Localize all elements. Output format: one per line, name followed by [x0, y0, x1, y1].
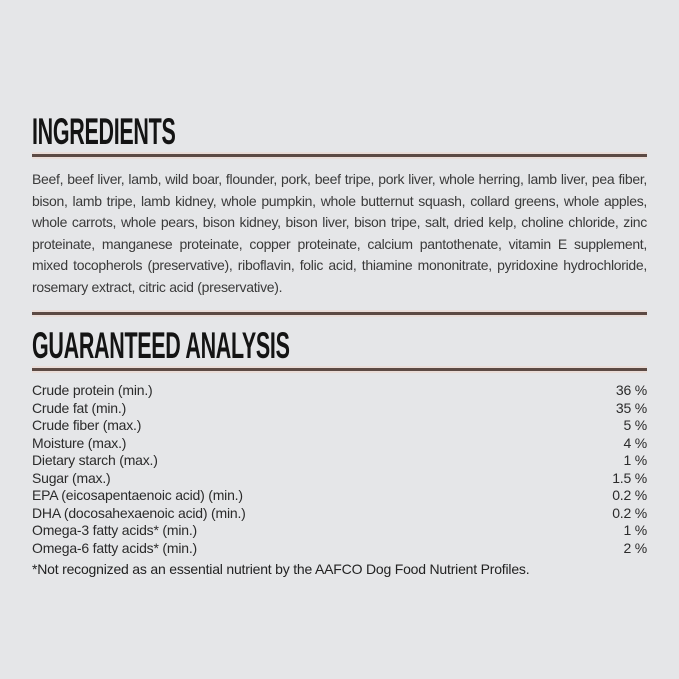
nutrient-value: 0.2 % [612, 487, 647, 503]
nutrient-label: Omega-6 fatty acids* (min.) [32, 539, 197, 556]
table-row: Omega-3 fatty acids* (min.) 1 % [32, 522, 647, 540]
table-row: Sugar (max.) 1.5 % [32, 470, 647, 488]
section-divider [32, 152, 647, 159]
nutrient-label: Omega-3 fatty acids* (min.) [32, 522, 197, 538]
table-row: EPA (eicosapentaenoic acid) (min.) 0.2 % [32, 487, 647, 505]
nutrient-value: 35 % [615, 399, 647, 416]
ingredients-heading: INGREDIENTS [32, 0, 647, 151]
aafco-footnote: *Not recognized as an essential nutrient… [32, 561, 530, 577]
guaranteed-analysis-heading-text: GUARANTEED ANALYSIS [32, 325, 290, 366]
ingredients-heading-text: INGREDIENTS [32, 111, 176, 152]
table-row: Moisture (max.) 4 % [32, 435, 647, 453]
nutrient-label: Sugar (max.) [32, 469, 111, 486]
table-row: Dietary starch (max.) 1 % [32, 452, 647, 470]
table-row: Crude protein (min.) 36 % [32, 382, 647, 400]
ingredients-paragraph: Beef, beef liver, lamb, wild boar, floun… [32, 171, 647, 295]
nutrient-label: Crude fat (min.) [32, 399, 127, 416]
nutrient-label: Dietary starch (max.) [32, 452, 158, 468]
nutrient-value: 1 % [623, 522, 647, 538]
nutrient-label: Moisture (max.) [32, 434, 127, 451]
section-divider [32, 366, 647, 373]
nutrient-label: Crude fiber (max.) [32, 417, 142, 433]
nutrient-value: 2 % [623, 539, 647, 556]
nutrient-label: Crude protein (min.) [32, 382, 153, 398]
table-row: Crude fat (min.) 35 % [32, 400, 647, 418]
nutrient-value: 36 % [615, 382, 647, 398]
guaranteed-analysis-table: Crude protein (min.) 36 % Crude fat (min.)… [32, 382, 647, 557]
nutrient-label: DHA (docosahexaenoic acid) (min.) [32, 504, 246, 521]
nutrient-label: EPA (eicosapentaenoic acid) (min.) [32, 487, 243, 503]
nutrient-value: 4 % [623, 434, 647, 451]
table-row: DHA (docosahexaenoic acid) (min.) 0.2 % [32, 505, 647, 523]
nutrient-value: 1.5 % [612, 469, 647, 486]
table-row: Crude fiber (max.) 5 % [32, 417, 647, 435]
nutrient-value: 1 % [623, 452, 647, 468]
nutrient-value: 0.2 % [612, 504, 647, 521]
section-divider [32, 310, 647, 317]
table-row: Omega-6 fatty acids* (min.) 2 % [32, 540, 647, 558]
nutrient-value: 5 % [623, 417, 647, 433]
guaranteed-analysis-heading: GUARANTEED ANALYSIS [32, 317, 647, 365]
